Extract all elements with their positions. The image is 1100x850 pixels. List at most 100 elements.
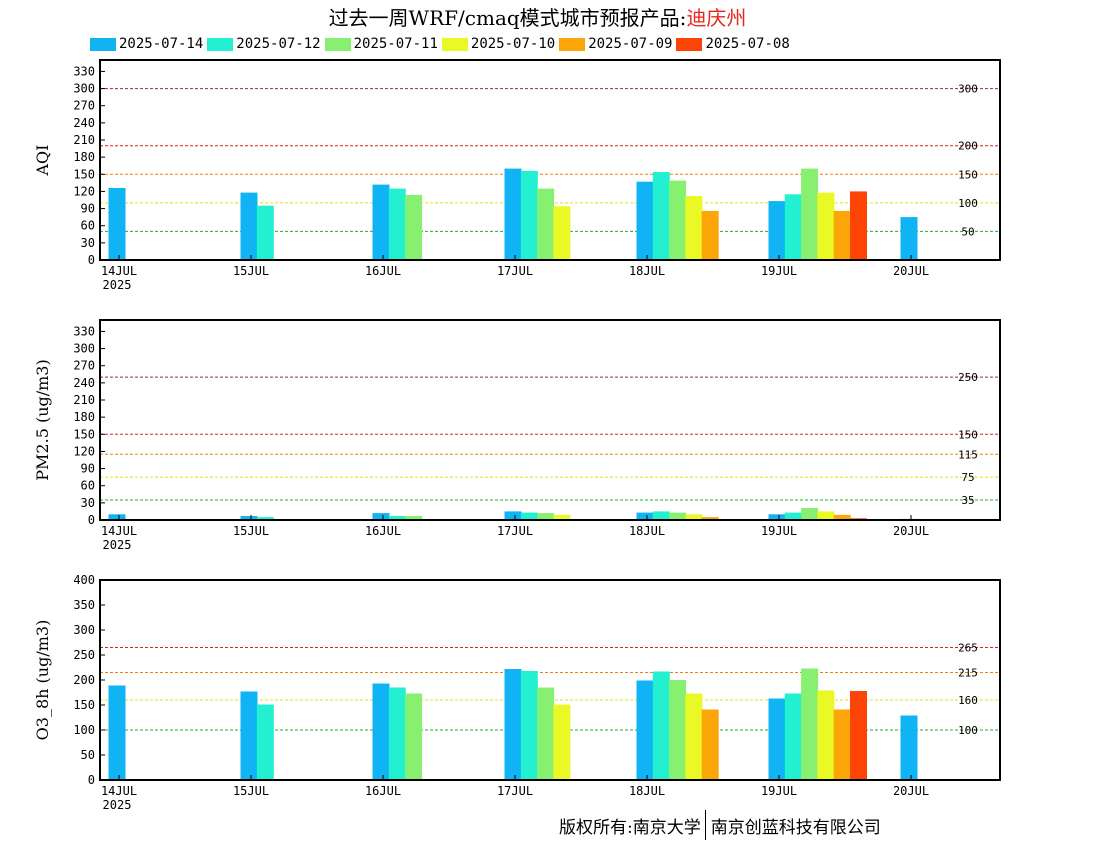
x-tick-label: 18JUL — [629, 784, 665, 798]
y-tick-label: 50 — [81, 748, 95, 762]
y-tick-label: 200 — [73, 673, 95, 687]
bar — [701, 517, 719, 520]
y-tick-label: 0 — [88, 513, 95, 527]
threshold-label: 300 — [958, 83, 978, 96]
footer-separator — [704, 810, 706, 840]
bar — [504, 168, 522, 260]
bar — [256, 517, 274, 520]
bar — [553, 704, 571, 780]
y-tick-label: 150 — [73, 167, 95, 181]
threshold-label: 35 — [961, 494, 974, 507]
bar — [768, 698, 786, 780]
bar — [553, 514, 571, 520]
y-tick-label: 30 — [81, 236, 95, 250]
bar — [405, 194, 423, 260]
bar — [850, 191, 867, 260]
y-tick-label: 210 — [73, 393, 95, 407]
y-tick-label: 150 — [73, 427, 95, 441]
x-tick-label: 15JUL — [233, 264, 269, 278]
threshold-label: 100 — [958, 724, 978, 737]
bar — [537, 687, 555, 780]
plot-frame — [99, 319, 1001, 521]
bar — [537, 513, 555, 520]
y-tick-label: 240 — [73, 376, 95, 390]
bar — [652, 172, 670, 260]
bar — [372, 513, 390, 520]
legend-label: 2025-07-14 — [119, 36, 204, 52]
bar — [701, 709, 719, 780]
bar — [504, 511, 522, 520]
y-tick-label: 30 — [81, 496, 95, 510]
legend-label: 2025-07-10 — [470, 36, 556, 52]
legend-swatch — [207, 37, 234, 51]
bar — [240, 516, 258, 520]
y-axis-label: PM2.5 (ug/m3) — [33, 359, 52, 480]
bar — [669, 180, 687, 260]
bar — [784, 512, 802, 520]
y-tick-label: 100 — [73, 723, 95, 737]
x-year-label: 2025 — [103, 538, 132, 552]
legend-label: 2025-07-11 — [353, 36, 438, 52]
bar — [768, 514, 786, 520]
y-tick-label: 120 — [73, 184, 95, 198]
legend-label: 2025-07-08 — [705, 36, 790, 52]
x-tick-label: 17JUL — [497, 524, 533, 538]
y-tick-label: 300 — [73, 342, 95, 356]
bar — [685, 693, 703, 780]
threshold-label: 200 — [958, 140, 978, 153]
x-tick-label: 19JUL — [761, 264, 797, 278]
bar — [405, 693, 423, 780]
legend: 2025-07-14 2025-07-12 2025-07-11 2025-07… — [90, 35, 794, 53]
x-tick-label: 18JUL — [629, 264, 665, 278]
copyright-company: 南京创蓝科技有限公司 — [710, 817, 881, 838]
bar — [256, 704, 274, 780]
chart-panel-1: 300 200 150 100 50 0 30 60 90 120 150 180 210 240 270 3… — [33, 59, 1001, 292]
bar — [685, 196, 703, 260]
plot-frame — [99, 59, 1001, 261]
y-tick-label: 120 — [73, 444, 95, 458]
y-tick-label: 330 — [73, 324, 95, 338]
bar — [669, 680, 687, 780]
threshold-label: 250 — [958, 371, 978, 384]
title-prefix: 过去一周WRF/cmaq模式城市预报产品: — [328, 6, 687, 30]
threshold-label: 160 — [958, 694, 978, 707]
bar — [833, 210, 851, 260]
y-tick-label: 270 — [73, 359, 95, 373]
legend-label: 2025-07-12 — [236, 36, 321, 52]
x-year-label: 2025 — [103, 798, 132, 812]
legend-swatch — [324, 37, 351, 51]
x-tick-label: 20JUL — [893, 524, 929, 538]
bar — [784, 693, 802, 780]
bar — [108, 685, 126, 780]
x-tick-label: 20JUL — [893, 264, 929, 278]
bar — [520, 671, 538, 780]
bar — [520, 170, 538, 260]
x-tick-label: 19JUL — [761, 784, 797, 798]
chart-title: 过去一周WRF/cmaq模式城市预报产品:迪庆州 — [0, 2, 1075, 31]
legend-item-6: 2025-07-08 — [676, 36, 790, 52]
y-tick-label: 400 — [73, 573, 95, 587]
bar — [537, 188, 555, 260]
y-tick-label: 350 — [73, 598, 95, 612]
bar — [108, 188, 126, 260]
legend-label: 2025-07-09 — [588, 36, 673, 52]
y-tick-label: 300 — [73, 623, 95, 637]
x-tick-label: 15JUL — [233, 524, 269, 538]
bar — [405, 516, 423, 520]
y-tick-label: 150 — [73, 698, 95, 712]
bar — [636, 680, 654, 780]
y-axis-label: O3_8h (ug/m3) — [33, 620, 52, 741]
x-tick-label: 14JUL — [101, 524, 137, 538]
bar — [388, 687, 406, 780]
legend-swatch — [441, 37, 468, 51]
x-tick-label: 17JUL — [497, 784, 533, 798]
y-tick-label: 180 — [73, 150, 95, 164]
bar — [817, 511, 835, 520]
x-year-label: 2025 — [103, 278, 132, 292]
legend-swatch — [676, 37, 703, 51]
bar — [504, 669, 522, 780]
bar — [801, 508, 819, 520]
bar — [900, 217, 918, 260]
chart-panel-3: 265 215 160 100 0 50 100 150 200 250 300 350 400 O3_8… — [33, 573, 1001, 812]
